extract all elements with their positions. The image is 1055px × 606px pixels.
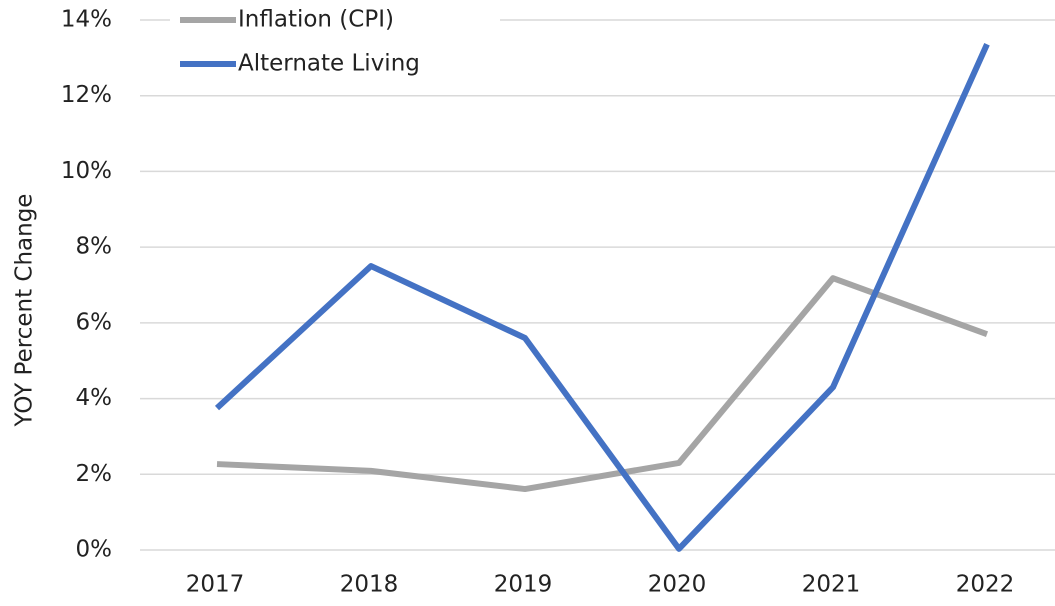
y-tick-label: 6% [76,309,113,335]
y-tick-label: 4% [76,385,113,411]
legend-label: Alternate Living [238,51,420,77]
series-line [216,275,989,493]
x-tick-label: 2019 [494,572,553,598]
y-axis-label: YOY Percent Change [12,194,38,428]
y-tick-label: 0% [76,537,113,563]
y-tick-label: 10% [61,158,112,184]
x-tick-label: 2018 [340,572,399,598]
y-tick-label: 2% [76,461,113,487]
x-tick-label: 2022 [956,572,1015,598]
legend-background [170,0,500,86]
y-tick-label: 8% [76,234,113,260]
x-tick-label: 2021 [802,572,861,598]
x-tick-label: 2020 [648,572,707,598]
x-tick-label: 2017 [186,572,245,598]
series-line [214,42,990,552]
legend-label: Inflation (CPI) [238,7,394,33]
y-tick-label: 14% [61,7,112,33]
y-tick-label: 12% [61,82,112,108]
